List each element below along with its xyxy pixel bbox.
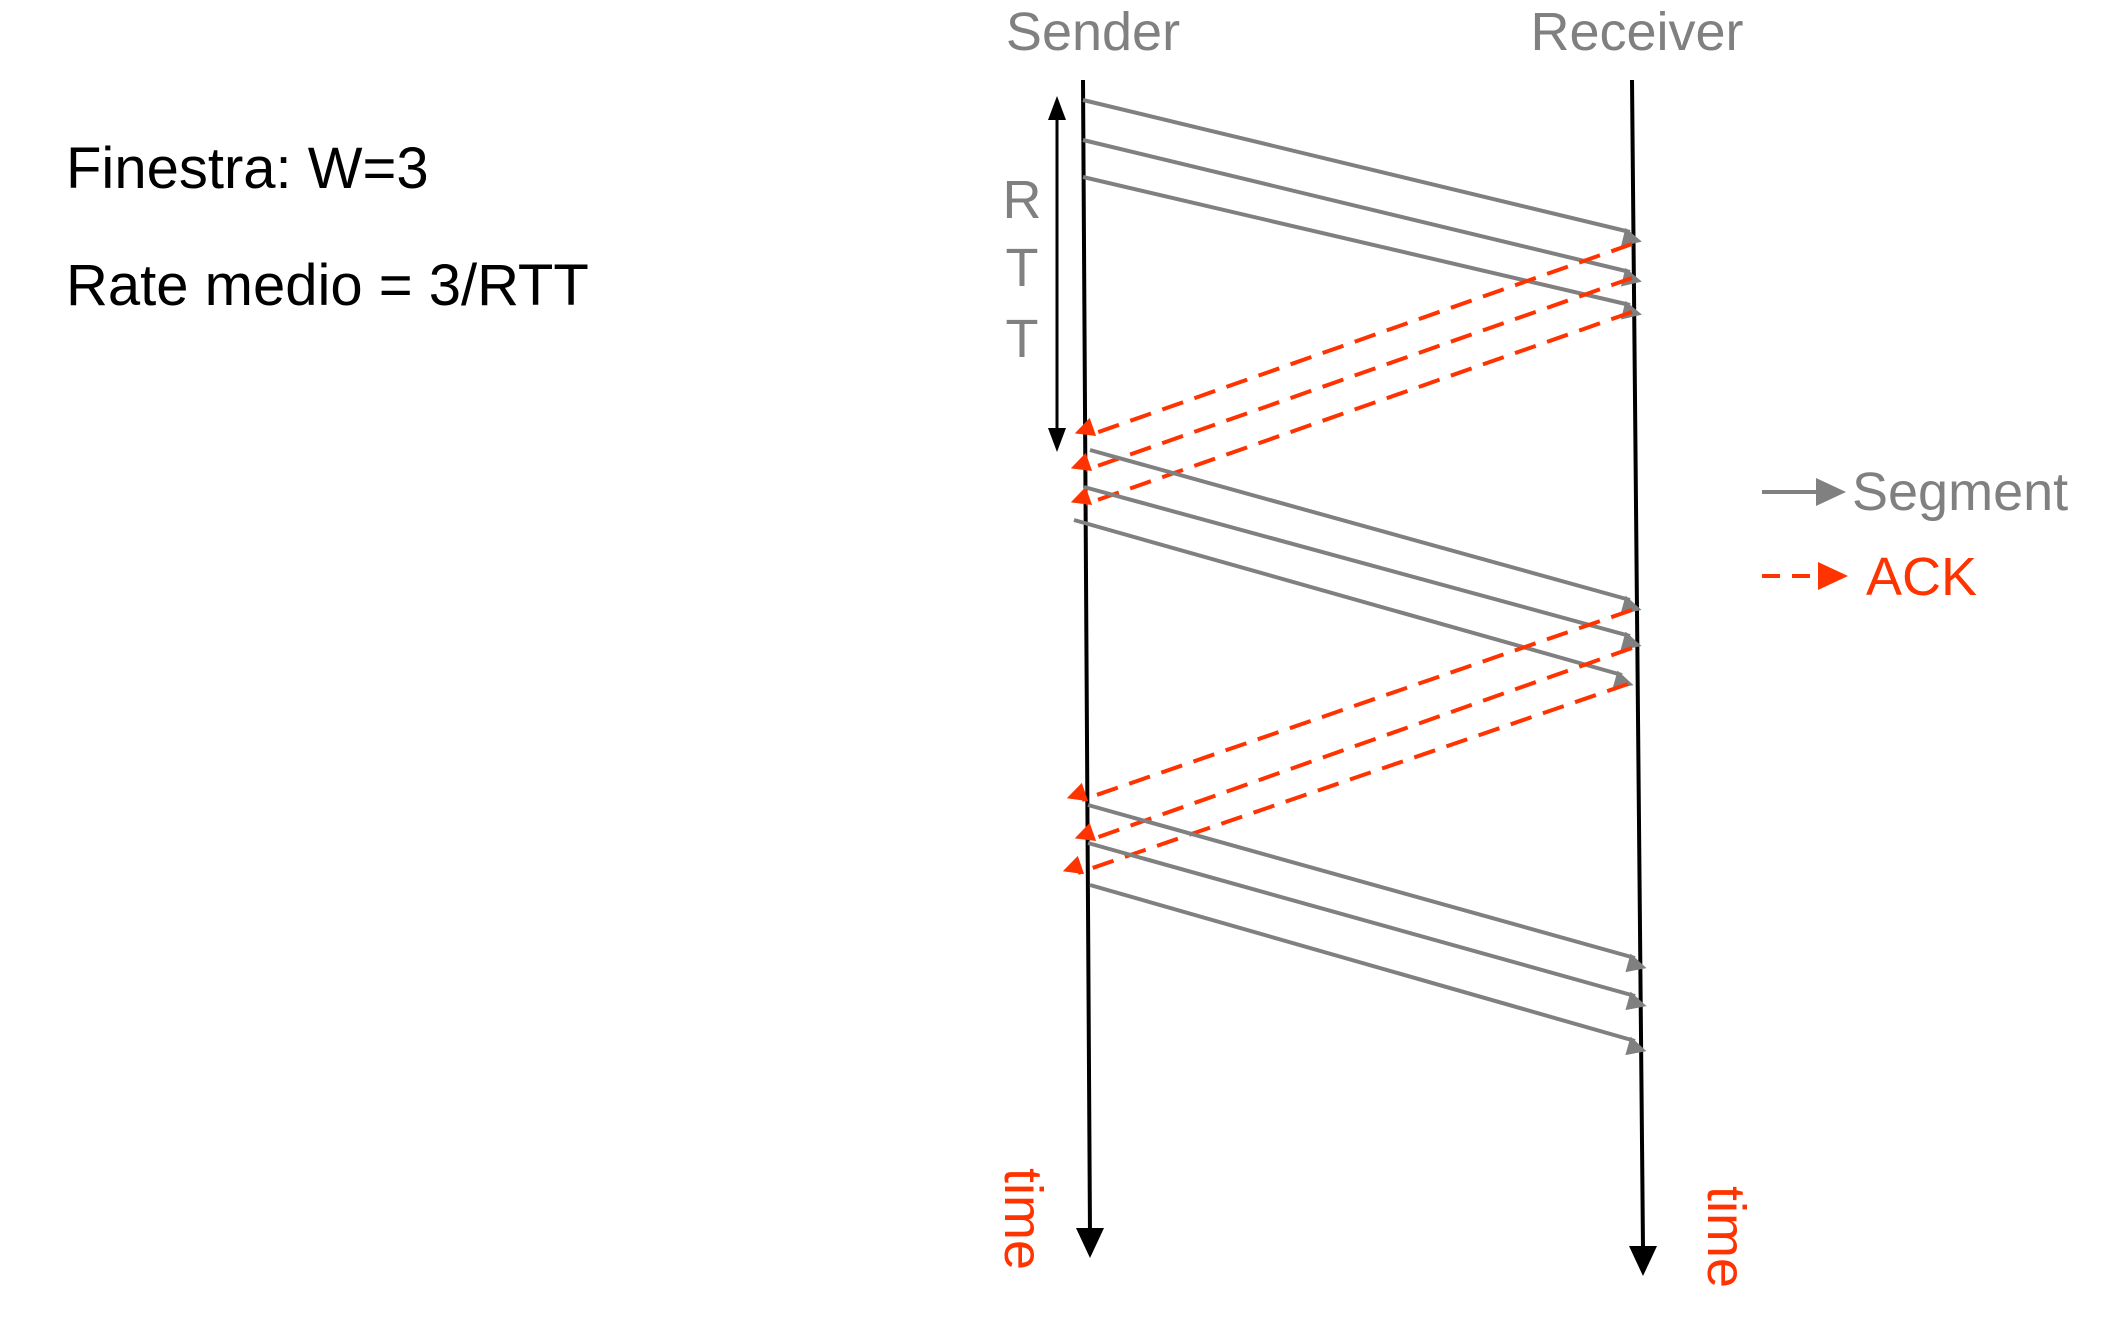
segment-arrow — [1087, 841, 1647, 1011]
sender-timeline — [1076, 79, 1104, 1258]
receiver-label: Receiver — [1530, 2, 1743, 62]
receiver-timeline — [1629, 79, 1657, 1276]
rtt-letter-1: R — [1003, 170, 1042, 230]
legend-ack-label: ACK — [1866, 547, 1977, 607]
ack-arrow — [1074, 646, 1633, 842]
ack-round-2 — [1062, 608, 1633, 875]
rtt-bracket — [1048, 96, 1066, 452]
rtt-letter-2: T — [1006, 238, 1039, 298]
average-rate-label: Rate medio = 3/RTT — [66, 253, 589, 318]
rtt-letter-3: T — [1006, 309, 1039, 369]
legend: Segment ACK — [1762, 462, 2068, 607]
legend-segment-label: Segment — [1852, 462, 2068, 522]
ack-arrow — [1062, 682, 1629, 875]
segment-arrow — [1082, 98, 1642, 247]
segment-arrow — [1089, 883, 1647, 1056]
segment-arrow — [1083, 485, 1642, 651]
segment-arrow — [1073, 518, 1634, 690]
sender-time-label: time — [993, 1168, 1053, 1270]
segment-round-1 — [1082, 98, 1642, 320]
window-size-label: Finestra: W=3 — [66, 136, 429, 201]
receiver-time-label: time — [1696, 1186, 1756, 1288]
legend-segment-icon — [1762, 478, 1846, 506]
segment-round-2 — [1073, 448, 1642, 690]
ack-arrow — [1074, 242, 1633, 437]
segment-arrow — [1082, 175, 1642, 320]
ack-round-1 — [1070, 242, 1633, 506]
ack-arrow — [1070, 276, 1633, 472]
ack-arrow — [1066, 608, 1633, 802]
ack-arrow — [1070, 310, 1633, 506]
segment-arrow — [1087, 803, 1647, 973]
segment-arrow — [1082, 138, 1642, 287]
sender-label: Sender — [1006, 2, 1180, 62]
segment-arrow — [1089, 448, 1642, 615]
legend-ack-icon — [1762, 562, 1848, 590]
segment-round-3 — [1087, 803, 1647, 1056]
